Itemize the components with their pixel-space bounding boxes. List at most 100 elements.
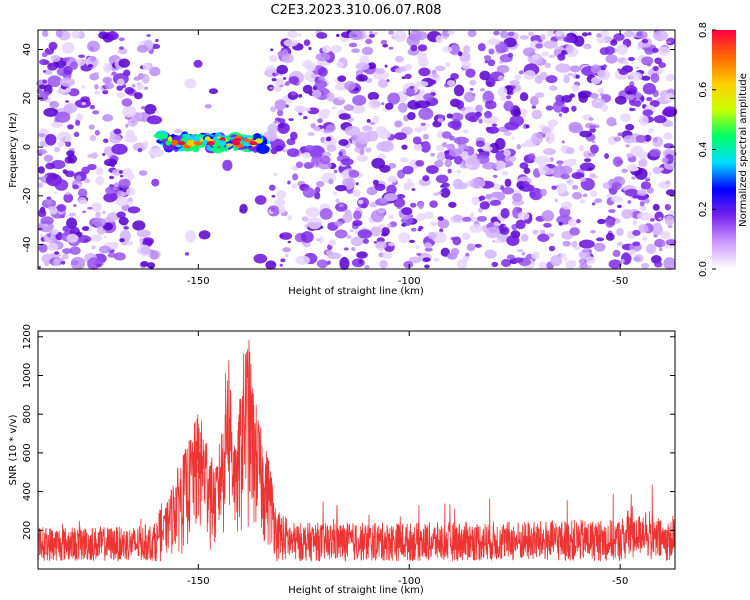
spectrogram-cell [628, 71, 643, 81]
spectrogram-cell [578, 239, 595, 249]
spectrogram-cell [417, 227, 422, 232]
spectrogram-cell [274, 99, 287, 111]
spectrogram-cell [403, 181, 416, 189]
spectrogram-cell [401, 76, 406, 80]
spectrogram-cell [528, 153, 536, 160]
spectrogram-cell [511, 136, 516, 140]
spectrogram-cell [602, 64, 607, 69]
spectrogram-cell [118, 37, 125, 42]
spectrogram-cell [535, 43, 544, 49]
spectrogram-cell [43, 154, 54, 162]
spectrogram-cell [531, 54, 540, 60]
spectrogram-cell [501, 170, 509, 176]
spectrogram-cell [304, 144, 315, 152]
spectrogram-cell [37, 182, 44, 188]
spectrogram-cell [658, 217, 663, 220]
spectrogram-cell [617, 204, 622, 209]
spectrogram-cell [638, 158, 648, 168]
spectrogram-cell [503, 149, 511, 157]
spectrogram-cell [542, 148, 556, 156]
spectrogram-cell [514, 74, 522, 81]
spectrogram-cell [440, 247, 450, 257]
spectrogram-cell [631, 107, 636, 111]
snr-x-ticks: -150 -100 -50 [187, 331, 628, 587]
spectrogram-cell [401, 207, 413, 216]
spectrogram-cell [597, 218, 606, 225]
spectrogram-cell [466, 243, 476, 252]
x-tick-label: -150 [187, 276, 210, 287]
spectrogram-cell [337, 96, 342, 100]
spectrogram-cell [493, 221, 500, 226]
spectrogram-cell [344, 247, 349, 251]
spectrogram-cell [388, 46, 394, 50]
spectrogram-cell [564, 108, 569, 112]
spectrogram-cell [581, 249, 589, 253]
spectrogram-cell [590, 76, 601, 85]
spectrogram-cell [65, 100, 70, 103]
spectrogram-cell [528, 31, 534, 37]
snr-y-ticks: 200 400 600 800 1000 1200 [22, 324, 675, 540]
spectrogram-cell [274, 198, 286, 207]
spectrogram-cell [558, 113, 563, 117]
spectrogram-cell [331, 106, 337, 110]
spectrogram-cell [664, 203, 671, 211]
spectrogram-cell [290, 131, 298, 141]
spectrogram-cell [353, 210, 362, 220]
spectrogram-cell [348, 169, 360, 178]
spectrogram-cell [361, 46, 374, 56]
spectrogram-cell [381, 227, 390, 236]
spectrogram-cell [352, 34, 358, 38]
spectrogram-cell [393, 30, 407, 43]
signal-cell [186, 139, 197, 147]
spectrogram-cell [402, 165, 414, 175]
spectrogram-cell [103, 62, 112, 74]
spectrogram-cell [541, 210, 555, 222]
spectrogram-cell [569, 65, 581, 73]
spectrogram-cell [43, 223, 49, 228]
spectrogram-cell [545, 105, 554, 111]
spectrogram-cell [133, 92, 143, 100]
spectrogram-cell [561, 140, 565, 144]
spectrogram-cell [557, 162, 563, 168]
spectrogram-cell [119, 238, 125, 243]
spectrogram-cell [575, 74, 580, 79]
spectrogram-cell [314, 80, 328, 89]
spectrogram-cell [290, 91, 297, 96]
spectrogram-cell [344, 80, 356, 91]
signal-peak [249, 141, 258, 146]
spectrogram-cell [492, 174, 498, 178]
spectrogram-cell [137, 147, 143, 153]
spectrogram-cell [302, 152, 311, 159]
spectrogram-cell [315, 180, 325, 188]
spectrogram-cell [357, 199, 364, 205]
spectrogram-cell [453, 136, 469, 145]
spectrogram-cell [384, 64, 388, 68]
spectrogram-cell [288, 118, 294, 122]
spectrogram-cell [356, 251, 368, 259]
spectrogram-cell [386, 223, 392, 228]
spectrogram-cell [469, 177, 486, 189]
spectrogram-cell [608, 259, 622, 269]
spectrogram-cell [379, 140, 394, 153]
spectrogram-cell [330, 45, 342, 53]
spectrogram-cell [500, 30, 509, 39]
spectrogram-cell [435, 35, 444, 44]
spectrogram-cell [456, 169, 462, 174]
spectrogram-cell [540, 34, 546, 41]
spectrogram-cell [579, 176, 587, 182]
spectrogram-cell [62, 57, 70, 62]
spectrogram-cell [605, 54, 618, 64]
spectrogram-cell [616, 159, 624, 165]
spectrogram-cell [579, 199, 586, 204]
spectrogram-cell [381, 102, 385, 106]
spectrogram-cell [53, 258, 60, 267]
spectrogram-cell [636, 31, 643, 37]
spectrogram-cell [394, 67, 403, 74]
spectrogram-cell [48, 41, 58, 51]
snr-x-axis-label: Height of straight line (km) [288, 585, 424, 596]
spectrogram-cell [314, 191, 321, 200]
signal-cell [243, 138, 253, 143]
spectrogram-cell [425, 165, 439, 174]
spectrogram-cell [379, 259, 388, 269]
spectrogram-cell [504, 121, 519, 131]
